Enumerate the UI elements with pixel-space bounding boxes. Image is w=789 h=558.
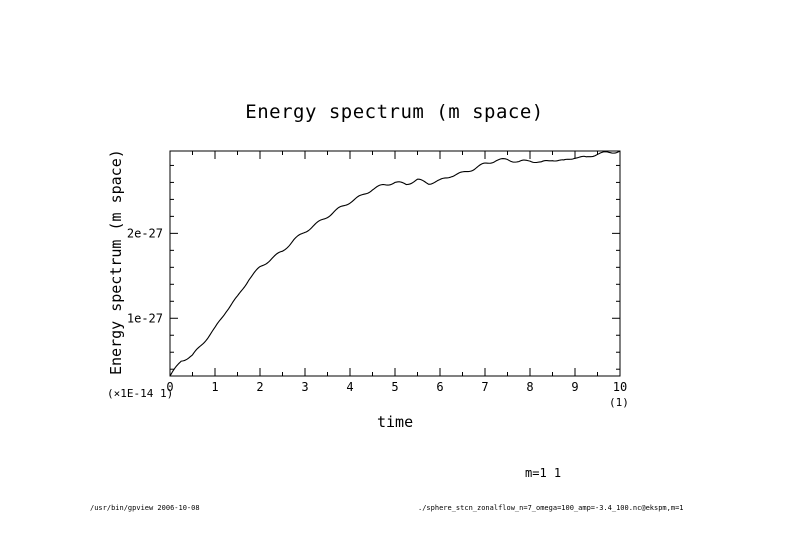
x-tick-label: 1 [211,380,218,394]
x-axis-scale-label: (1) [609,396,629,409]
x-tick-label: 8 [526,380,533,394]
y-tick-label: 1e-27 [127,311,163,325]
x-tick-label: 2 [256,380,263,394]
x-tick-labels: 0 1 2 3 4 5 6 7 8 9 10 [166,380,627,394]
x-tick-label: 3 [301,380,308,394]
chart-title: Energy spectrum (m space) [245,101,544,123]
axis-ticks [169,151,621,376]
y-axis-scale-label: (×1E-14 1) [107,387,174,400]
x-tick-label: 9 [571,380,578,394]
series-annotation: m=1 1 [525,466,562,480]
y-tick-label: 2e-27 [127,226,163,240]
y-tick-labels: 1e-27 2e-27 [127,226,163,325]
series-line [169,150,621,377]
x-axis-label: time [377,413,414,431]
footer-left: /usr/bin/gpview 2006-10-08 [90,504,200,512]
footer-right: ./sphere_stcn_zonalflow_n=7_omega=100_am… [418,504,684,512]
plot-frame [169,150,621,377]
x-tick-label: 4 [346,380,353,394]
x-tick-label: 0 [166,380,173,394]
x-tick-label: 7 [481,380,488,394]
x-tick-label: 10 [613,380,627,394]
x-tick-label: 6 [436,380,443,394]
x-tick-label: 5 [391,380,398,394]
